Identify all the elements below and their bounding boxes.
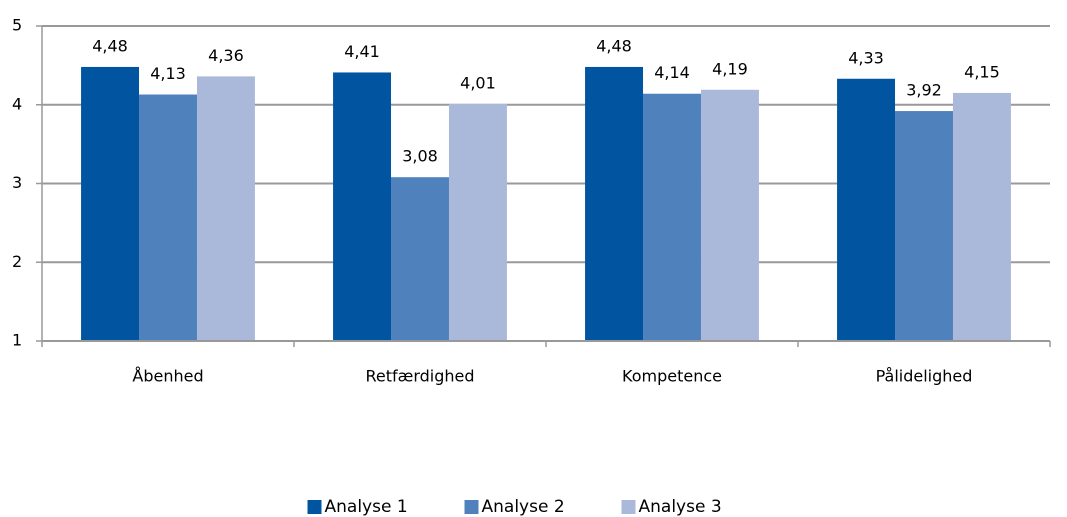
legend-swatch bbox=[621, 500, 636, 514]
bar bbox=[333, 72, 392, 342]
value-label: 4,14 bbox=[654, 63, 690, 82]
y-tick-label: 5 bbox=[12, 16, 22, 35]
bar bbox=[952, 92, 1011, 341]
bar bbox=[700, 89, 759, 341]
legend-swatch bbox=[464, 500, 479, 514]
value-label: 4,19 bbox=[712, 59, 748, 78]
bar bbox=[643, 93, 701, 341]
legend-label: Analyse 1 bbox=[325, 497, 408, 517]
value-label: 3,92 bbox=[906, 81, 942, 100]
bar bbox=[196, 76, 255, 342]
legend-swatch bbox=[307, 500, 322, 514]
x-tick-label: Kompetence bbox=[622, 367, 722, 386]
bar bbox=[81, 66, 140, 341]
y-tick-label: 2 bbox=[12, 252, 22, 271]
bar bbox=[837, 78, 896, 341]
bar bbox=[139, 94, 197, 341]
y-tick-label: 1 bbox=[12, 331, 22, 350]
x-tick-label: Retfærdighed bbox=[365, 367, 474, 386]
value-label: 4,41 bbox=[344, 42, 380, 61]
value-label: 4,33 bbox=[848, 48, 884, 67]
value-label: 3,08 bbox=[402, 147, 438, 166]
value-label: 4,13 bbox=[150, 64, 186, 83]
y-tick-label: 4 bbox=[12, 94, 22, 113]
legend-label: Analyse 3 bbox=[639, 497, 722, 517]
y-tick-label: 3 bbox=[12, 173, 22, 192]
x-tick-label: Åbenhed bbox=[132, 367, 203, 386]
bar bbox=[585, 66, 644, 341]
x-tick-label: Pålidelighed bbox=[876, 367, 973, 386]
value-label: 4,48 bbox=[92, 36, 128, 55]
value-label: 4,01 bbox=[460, 73, 496, 92]
bar bbox=[895, 111, 953, 341]
bar bbox=[448, 103, 507, 342]
legend: Analyse 1 Analyse 2 Analyse 3 bbox=[307, 497, 722, 517]
legend-label: Analyse 2 bbox=[482, 497, 565, 517]
bar bbox=[391, 177, 449, 341]
value-label: 4,36 bbox=[208, 46, 244, 65]
value-label: 4,15 bbox=[964, 62, 1000, 81]
value-label: 4,48 bbox=[596, 36, 632, 55]
